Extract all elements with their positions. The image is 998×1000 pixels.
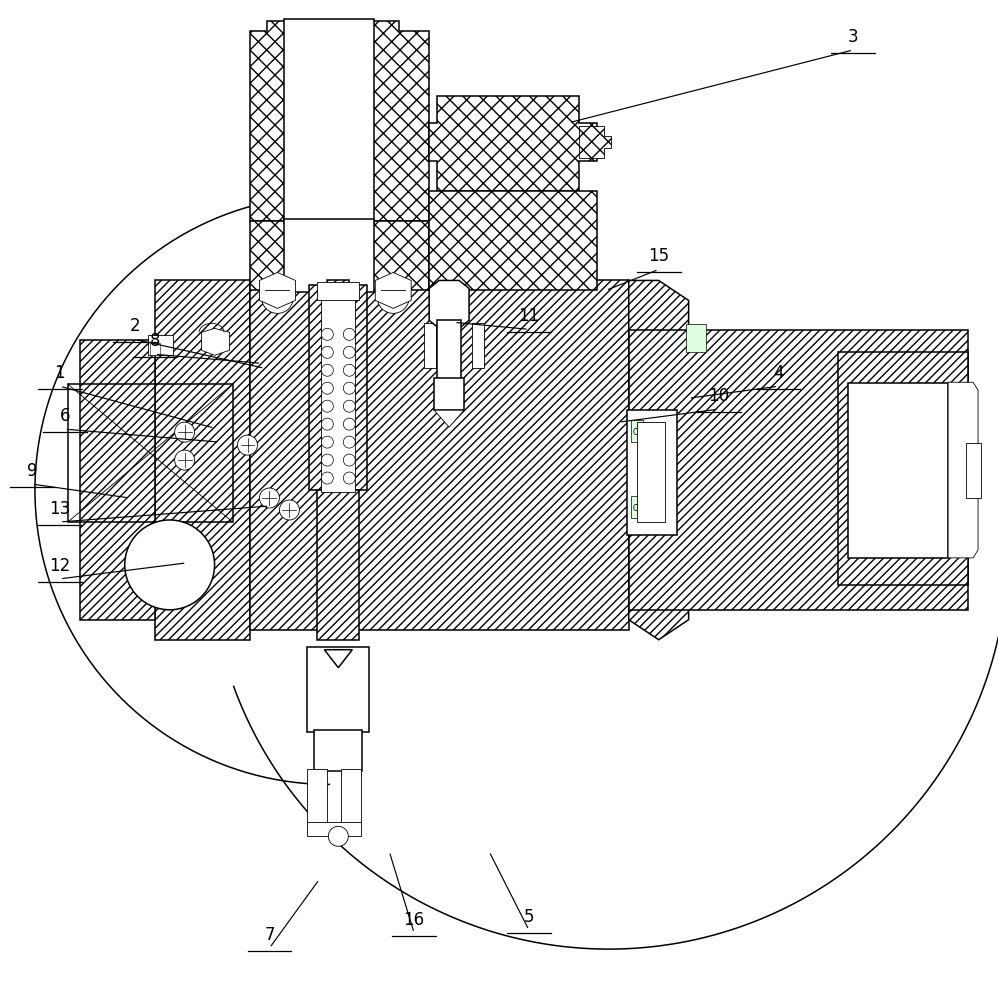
Bar [317,282,359,300]
Text: 4: 4 [773,364,783,382]
Polygon shape [629,280,689,640]
Bar [627,410,677,535]
Polygon shape [80,340,155,620]
Circle shape [321,400,333,412]
Bar [686,324,706,352]
Circle shape [321,382,333,394]
Bar [472,323,484,368]
Polygon shape [579,126,611,158]
Bar [637,422,665,522]
Text: 1: 1 [55,364,65,382]
Text: 15: 15 [648,247,670,265]
Polygon shape [259,272,295,308]
Bar [437,320,461,380]
Polygon shape [250,221,429,290]
Text: 2: 2 [130,317,140,335]
Text: 8: 8 [150,332,160,350]
Polygon shape [375,272,411,308]
Circle shape [343,418,355,430]
Bar [68,384,233,522]
Polygon shape [429,191,597,290]
Text: C: C [633,428,638,437]
Polygon shape [155,280,250,640]
Bar [848,383,948,558]
Bar [148,335,173,355]
Text: 5: 5 [524,908,534,926]
Polygon shape [324,650,352,668]
Circle shape [343,364,355,376]
Bar [631,496,643,518]
Circle shape [321,364,333,376]
Polygon shape [434,410,464,427]
Polygon shape [629,330,968,610]
Circle shape [343,454,355,466]
Polygon shape [317,490,359,640]
Bar [341,769,361,824]
Bar [284,19,374,223]
Text: C: C [633,504,638,513]
Bar [966,443,981,498]
Circle shape [343,382,355,394]
Text: 6: 6 [60,407,70,425]
Circle shape [377,281,409,313]
Circle shape [125,520,215,610]
Bar [307,822,361,836]
Text: 7: 7 [264,926,274,944]
Text: 16: 16 [403,911,425,929]
Circle shape [238,435,257,455]
Bar [424,323,436,368]
Polygon shape [838,352,968,585]
Circle shape [343,346,355,358]
Polygon shape [309,280,367,490]
Circle shape [175,422,195,442]
Circle shape [328,826,348,846]
Circle shape [321,454,333,466]
Circle shape [343,400,355,412]
Circle shape [343,472,355,484]
Bar [307,769,327,824]
Bar [284,219,374,292]
Polygon shape [429,280,469,328]
Circle shape [343,328,355,340]
Bar [314,730,362,771]
Circle shape [175,450,195,470]
Bar [434,378,464,410]
Text: 11: 11 [518,307,540,325]
Bar [631,420,643,442]
Circle shape [259,488,279,508]
Bar [321,284,355,492]
Text: 12: 12 [49,557,71,575]
Circle shape [321,472,333,484]
Text: 13: 13 [49,500,71,518]
Circle shape [343,436,355,448]
Circle shape [321,328,333,340]
Polygon shape [250,21,429,221]
Circle shape [321,346,333,358]
Bar [150,343,160,355]
Polygon shape [429,96,597,191]
Text: 3: 3 [848,28,858,46]
Circle shape [321,418,333,430]
Circle shape [321,436,333,448]
Polygon shape [948,382,978,558]
Text: 10: 10 [708,387,730,405]
Circle shape [279,500,299,520]
Polygon shape [202,328,230,355]
Bar [307,647,369,732]
Polygon shape [250,280,629,630]
Circle shape [261,281,293,313]
Text: 9: 9 [27,462,37,480]
